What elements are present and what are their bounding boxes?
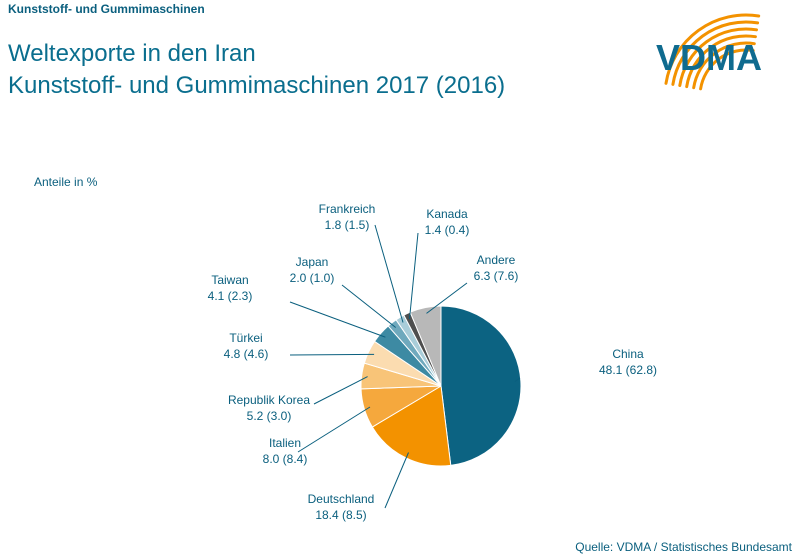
leader-line-italien	[297, 406, 371, 453]
leader-line-turkei	[289, 353, 375, 356]
leader-line-taiwan	[289, 301, 386, 338]
header-label: Kunststoff- und Gummimaschinen	[8, 2, 205, 16]
leader-line-kanada	[409, 232, 419, 320]
leader-line-china	[514, 377, 521, 382]
logo-text: VDMA	[656, 37, 762, 78]
slice-value-china: 48.1 (62.8)	[599, 363, 657, 377]
leader-line-japan	[341, 284, 397, 328]
source-note: Quelle: VDMA / Statistisches Bundesamt	[575, 540, 792, 554]
slice-value-andere: 6.3 (7.6)	[474, 269, 519, 283]
slice-label-kanada: Kanada	[426, 207, 468, 221]
slice-value-japan: 2.0 (1.0)	[290, 271, 335, 285]
slice-label-italien: Italien	[269, 436, 301, 450]
slice-label-frankreich: Frankreich	[319, 202, 376, 216]
slice-value-kanada: 1.4 (0.4)	[425, 223, 470, 237]
logo-arcs-icon	[664, 13, 761, 91]
leader-line-deutschland	[384, 452, 409, 509]
slice-value-italien: 8.0 (8.4)	[263, 452, 308, 466]
chart-subtitle: Kunststoff- und Gummimaschinen 2017 (201…	[8, 72, 506, 99]
slice-label-taiwan: Taiwan	[211, 273, 248, 287]
slice-label-turkei: Türkei	[229, 331, 262, 345]
slice-label-china: China	[612, 347, 644, 361]
slice-label-republik-korea: Republik Korea	[228, 393, 310, 407]
slice-value-taiwan: 4.1 (2.3)	[208, 289, 253, 303]
slice-value-frankreich: 1.8 (1.5)	[325, 218, 370, 232]
unit-label: Anteile in %	[34, 175, 98, 189]
slice-label-andere: Andere	[477, 253, 516, 267]
chart-title: Weltexporte in den Iran	[8, 40, 256, 67]
slice-label-deutschland: Deutschland	[308, 492, 375, 506]
leader-line-frankreich	[374, 224, 404, 323]
pie-slice-china	[440, 305, 522, 466]
vdma-logo: VDMA	[656, 13, 762, 91]
slice-label-japan: Japan	[296, 255, 329, 269]
slice-value-turkei: 4.8 (4.6)	[224, 347, 269, 361]
leader-line-republik-korea	[313, 376, 368, 405]
slice-value-republik-korea: 5.2 (3.0)	[247, 409, 292, 423]
slice-value-deutschland: 18.4 (8.5)	[315, 508, 366, 522]
leader-line-andere	[426, 282, 468, 314]
